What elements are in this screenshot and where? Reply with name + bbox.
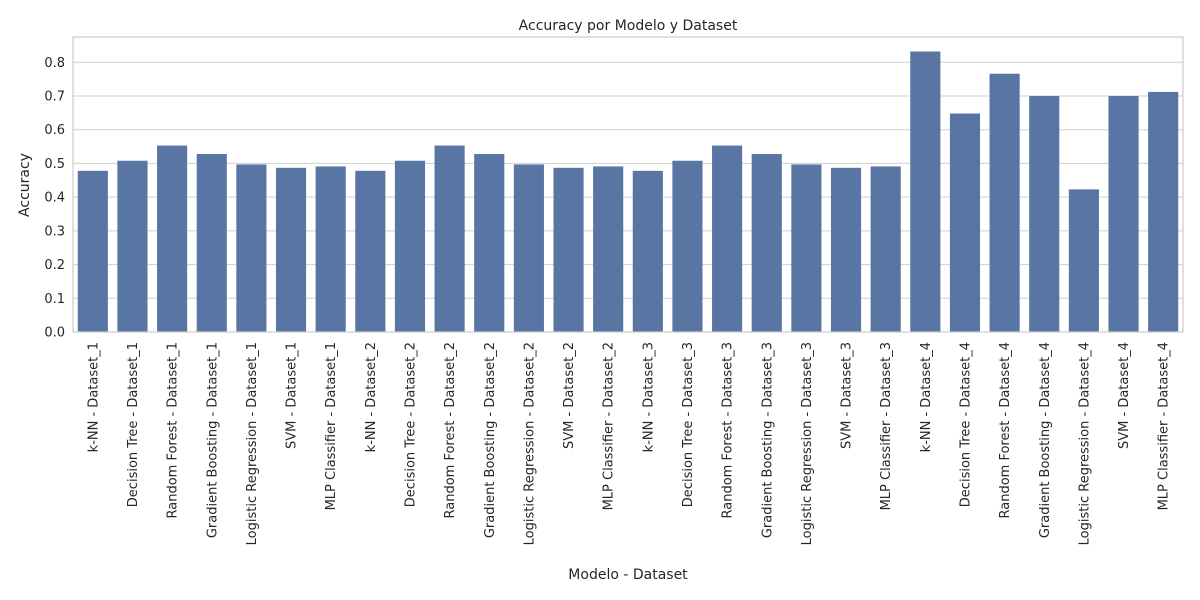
bar[interactable] — [1108, 96, 1139, 332]
bar[interactable] — [355, 170, 386, 332]
bar[interactable] — [751, 153, 782, 332]
x-tick-label: MLP Classifier - Dataset_4 — [1157, 342, 1172, 510]
y-tick-label: 0.3 — [44, 224, 65, 239]
bar[interactable] — [791, 164, 822, 332]
x-tick-label: Gradient Boosting - Dataset_2 — [483, 342, 498, 538]
bar[interactable] — [593, 166, 624, 332]
x-tick-label: k-NN - Dataset_2 — [364, 342, 379, 452]
bar[interactable] — [910, 51, 941, 333]
x-tick-label: Decision Tree - Dataset_4 — [958, 342, 973, 507]
x-tick-label: Random Forest - Dataset_3 — [721, 342, 736, 518]
x-tick-label: Random Forest - Dataset_1 — [166, 342, 181, 518]
x-axis-label: Modelo - Dataset — [568, 567, 688, 583]
x-tick-label: Random Forest - Dataset_2 — [443, 342, 458, 518]
bar[interactable] — [117, 160, 148, 332]
x-tick-label: MLP Classifier - Dataset_2 — [602, 342, 617, 510]
bar[interactable] — [870, 166, 901, 332]
y-tick-label: 0.7 — [44, 90, 65, 105]
x-tick-label: k-NN - Dataset_4 — [919, 342, 934, 452]
bar[interactable] — [474, 153, 505, 332]
bar[interactable] — [989, 73, 1020, 333]
x-tick-label: k-NN - Dataset_1 — [86, 342, 101, 452]
bar[interactable] — [712, 145, 743, 332]
bar[interactable] — [157, 145, 188, 332]
bar[interactable] — [196, 153, 227, 332]
y-axis-label: Accuracy — [17, 153, 33, 217]
bar[interactable] — [949, 113, 981, 332]
x-tick-label: SVM - Dataset_4 — [1117, 342, 1132, 449]
x-tick-label: Decision Tree - Dataset_1 — [126, 342, 141, 507]
bar[interactable] — [632, 170, 663, 332]
bar[interactable] — [553, 167, 584, 332]
x-tick-label: Gradient Boosting - Dataset_3 — [760, 342, 775, 538]
bar[interactable] — [394, 160, 426, 332]
y-tick-label: 0.8 — [44, 56, 65, 71]
bar[interactable] — [1068, 189, 1099, 332]
x-tick-label: Gradient Boosting - Dataset_1 — [205, 342, 220, 538]
y-tick-label: 0.6 — [44, 123, 65, 138]
x-tick-label: SVM - Dataset_3 — [840, 342, 855, 449]
x-tick-label: Random Forest - Dataset_4 — [998, 342, 1013, 518]
x-tick-label: MLP Classifier - Dataset_3 — [879, 342, 894, 510]
x-tick-label: Logistic Regression - Dataset_4 — [1077, 342, 1092, 545]
y-tick-labels: 0.0 0.1 0.2 0.3 0.4 0.5 0.6 0.7 0.8 — [44, 56, 65, 341]
bar[interactable] — [434, 145, 465, 332]
y-tick-label: 0.4 — [44, 191, 65, 206]
bars-layer — [77, 51, 1179, 333]
bar[interactable] — [275, 167, 307, 332]
x-tick-label: Logistic Regression - Dataset_2 — [522, 342, 537, 545]
x-tick-label: MLP Classifier - Dataset_1 — [324, 342, 339, 510]
x-tick-label: k-NN - Dataset_3 — [641, 342, 656, 452]
x-tick-label: Decision Tree - Dataset_2 — [403, 342, 418, 507]
y-tick-label: 0.1 — [44, 292, 65, 307]
x-tick-label: Logistic Regression - Dataset_3 — [800, 342, 815, 545]
bar[interactable] — [77, 170, 108, 332]
bar[interactable] — [672, 160, 703, 332]
bar[interactable] — [236, 164, 267, 332]
y-tick-label: 0.5 — [44, 157, 65, 172]
y-tick-label: 0.0 — [44, 326, 65, 341]
x-tick-labels: k-NN - Dataset_1 Decision Tree - Dataset_… — [86, 342, 1171, 545]
bar[interactable] — [315, 166, 346, 332]
x-tick-label: Logistic Regression - Dataset_1 — [245, 342, 260, 545]
x-tick-label: Decision Tree - Dataset_3 — [681, 342, 696, 507]
bar[interactable] — [830, 167, 862, 332]
bar[interactable] — [1029, 96, 1060, 332]
x-tick-label: Gradient Boosting - Dataset_4 — [1038, 342, 1053, 538]
chart-title: Accuracy por Modelo y Dataset — [519, 18, 738, 34]
bar[interactable] — [513, 164, 544, 332]
x-tick-label: SVM - Dataset_2 — [562, 342, 577, 449]
bar[interactable] — [1148, 91, 1179, 332]
plot-frame — [72, 36, 1184, 333]
y-tick-label: 0.2 — [44, 258, 65, 273]
x-tick-label: SVM - Dataset_1 — [285, 342, 300, 449]
